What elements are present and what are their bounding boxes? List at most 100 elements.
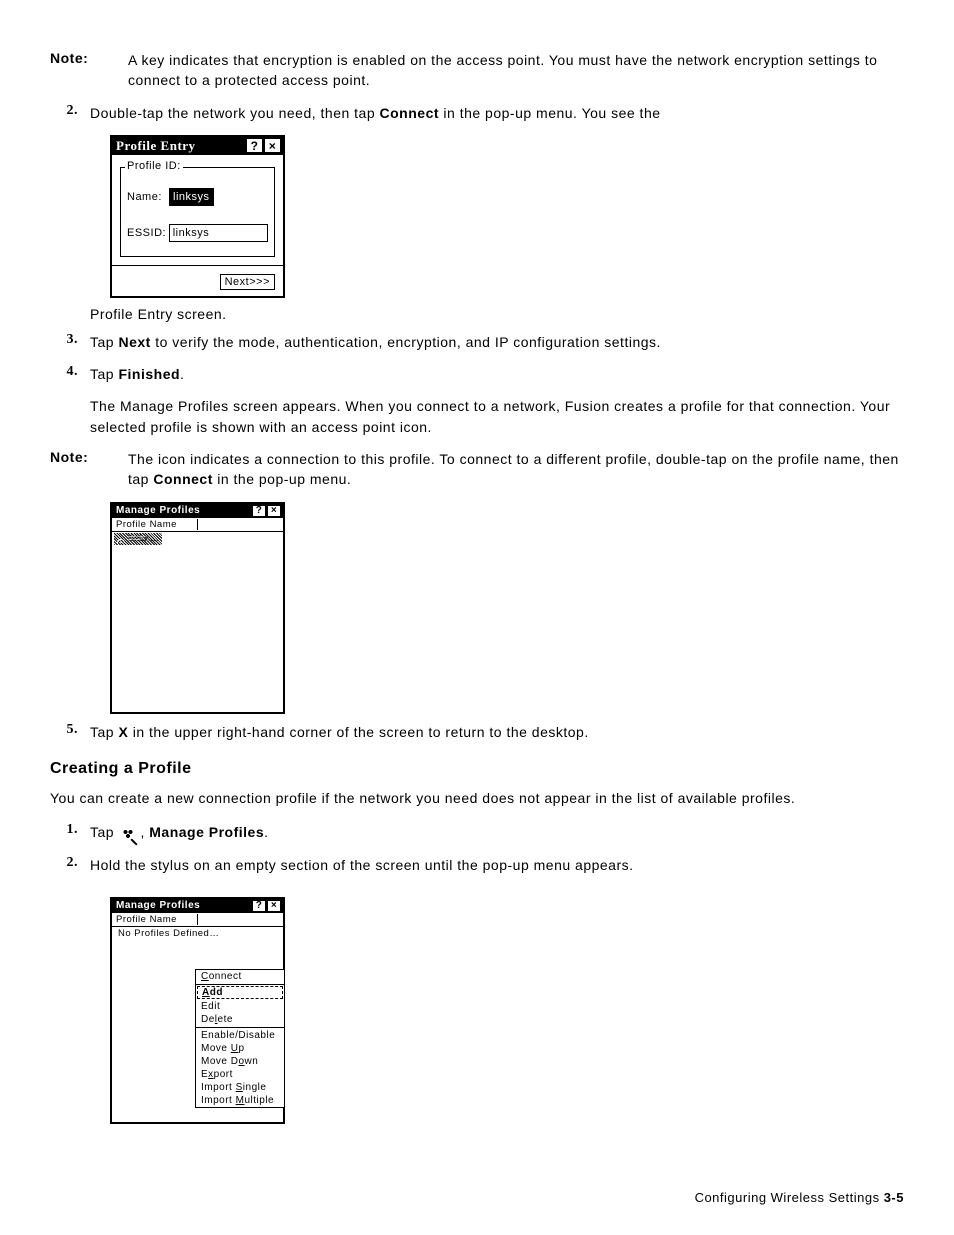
note-label: Note: — [50, 449, 128, 490]
essid-label: ESSID: — [127, 227, 169, 239]
manage-profiles-dialog: Manage Profiles ? × Profile Name links… — [110, 502, 285, 714]
step-3: 3. Tap Next to verify the mode, authenti… — [50, 332, 904, 352]
t: Tap — [90, 366, 118, 382]
t: . — [264, 824, 268, 840]
t: Double-tap the network you need, then ta… — [90, 105, 380, 121]
close-icon[interactable]: × — [267, 900, 281, 912]
menu-add[interactable]: Add — [197, 986, 283, 999]
name-input[interactable]: linksys — [169, 188, 214, 206]
context-menu: Connect Add Edit Delete Enable/Disable M… — [195, 969, 285, 1108]
t: in the pop-up menu. You see the — [439, 105, 661, 121]
profile-id-fieldset: Profile ID: Name: linksys ESSID: linksys — [120, 167, 275, 257]
selected-profile-row[interactable]: links… — [114, 533, 162, 545]
step-text: Tap , Manage Profiles. — [90, 822, 904, 842]
note-encryption: Note: A key indicates that encryption is… — [50, 50, 904, 91]
menu-import-single[interactable]: Import Single — [196, 1081, 284, 1094]
step-5: 5. Tap X in the upper right-hand corner … — [50, 722, 904, 742]
menu-move-down[interactable]: Move Down — [196, 1055, 284, 1068]
profile-name-text: links… — [128, 533, 160, 544]
col-profile-name: Profile Name — [116, 914, 198, 925]
step-text: Tap Finished. — [90, 364, 904, 384]
column-header: Profile Name — [112, 913, 283, 927]
dialog-title: Manage Profiles — [116, 505, 251, 516]
note-label: Note: — [50, 50, 128, 91]
note-text: The icon indicates a connection to this … — [128, 449, 904, 490]
column-header: Profile Name — [112, 518, 283, 532]
figure-manage-profiles-2: Manage Profiles ? × Profile Name No Prof… — [110, 897, 904, 1124]
profile-list[interactable]: links… — [112, 532, 283, 712]
dialog-title: Manage Profiles — [116, 900, 251, 911]
page-number: 3-5 — [884, 1190, 904, 1205]
close-icon[interactable]: × — [267, 505, 281, 517]
essid-input[interactable]: linksys — [169, 224, 268, 242]
dialog-title: Profile Entry — [116, 138, 245, 154]
t: to verify the mode, authentication, encr… — [151, 334, 661, 350]
menu-edit[interactable]: Edit — [196, 1000, 284, 1013]
menu-delete[interactable]: Delete — [196, 1013, 284, 1026]
connect-bold: Connect — [380, 105, 440, 121]
menu-import-multiple[interactable]: Import Multiple — [196, 1094, 284, 1107]
dialog-content: Profile ID: Name: linksys ESSID: linksys — [112, 155, 283, 265]
step-2: 2. Double-tap the network you need, then… — [50, 103, 904, 123]
fieldset-legend: Profile ID: — [125, 160, 183, 172]
titlebar: Manage Profiles ? × — [112, 899, 283, 913]
help-icon[interactable]: ? — [246, 138, 263, 153]
col-profile-name: Profile Name — [116, 519, 198, 530]
titlebar: Profile Entry ? × — [112, 137, 283, 155]
help-icon[interactable]: ? — [252, 900, 266, 912]
step-text: Double-tap the network you need, then ta… — [90, 103, 904, 123]
t: in the upper right-hand corner of the sc… — [128, 724, 588, 740]
close-icon[interactable]: × — [264, 138, 281, 153]
caption-profile-entry: Profile Entry screen. — [90, 306, 904, 322]
create-step-1: 1. Tap , Manage Profiles. — [50, 822, 904, 842]
name-label: Name: — [127, 191, 169, 203]
t: in the pop-up menu. — [213, 471, 351, 487]
step-number: 3. — [50, 332, 90, 352]
step-number: 2. — [50, 855, 90, 875]
help-icon[interactable]: ? — [252, 505, 266, 517]
menu-enable-disable[interactable]: Enable/Disable — [196, 1029, 284, 1042]
figure-manage-profiles-1: Manage Profiles ? × Profile Name links… — [110, 502, 904, 714]
menu-separator — [196, 984, 284, 985]
page-footer: Configuring Wireless Settings 3-5 — [695, 1190, 904, 1205]
note-icon-connection: Note: The icon indicates a connection to… — [50, 449, 904, 490]
t: Tap — [90, 824, 118, 840]
connect-bold: Connect — [153, 471, 213, 487]
step-text: Tap X in the upper right-hand corner of … — [90, 722, 904, 742]
step-4-continuation: The Manage Profiles screen appears. When… — [90, 396, 904, 437]
finished-bold: Finished — [118, 366, 180, 382]
step-number: 2. — [50, 103, 90, 123]
name-row: Name: linksys — [127, 188, 268, 206]
step-text: Tap Next to verify the mode, authenticat… — [90, 332, 904, 352]
profile-entry-dialog: Profile Entry ? × Profile ID: Name: link… — [110, 135, 285, 298]
mt: dd — [210, 987, 223, 998]
menu-separator — [196, 1027, 284, 1028]
footer-text: Configuring Wireless Settings — [695, 1190, 884, 1205]
step-text: Hold the stylus on an empty section of t… — [90, 855, 904, 875]
dialog-footer: Next>>> — [112, 265, 283, 296]
t: Tap — [90, 334, 118, 350]
section-creating-profile: Creating a Profile — [50, 760, 904, 778]
menu-connect[interactable]: Connect — [196, 970, 284, 983]
x-bold: X — [118, 724, 128, 740]
mt: onnect — [209, 971, 242, 982]
wireless-wand-icon — [120, 827, 138, 841]
step-number: 5. — [50, 722, 90, 742]
essid-row: ESSID: linksys — [127, 224, 268, 242]
step-number: 4. — [50, 364, 90, 384]
access-point-icon — [116, 535, 126, 543]
t: , — [140, 824, 149, 840]
menu-export[interactable]: Export — [196, 1068, 284, 1081]
note-text: A key indicates that encryption is enabl… — [128, 50, 904, 91]
empty-list-text: No Profiles Defined… — [112, 927, 283, 940]
step-4: 4. Tap Finished. — [50, 364, 904, 384]
t: . — [180, 366, 184, 382]
figure-profile-entry: Profile Entry ? × Profile ID: Name: link… — [110, 135, 904, 298]
manage-profiles-bold: Manage Profiles — [149, 824, 264, 840]
step-number: 1. — [50, 822, 90, 842]
manage-profiles-dialog-menu: Manage Profiles ? × Profile Name No Prof… — [110, 897, 285, 1124]
profile-list[interactable]: No Profiles Defined… Connect Add Edit De… — [112, 927, 283, 1122]
menu-move-up[interactable]: Move Up — [196, 1042, 284, 1055]
create-step-2: 2. Hold the stylus on an empty section o… — [50, 855, 904, 875]
next-button[interactable]: Next>>> — [220, 274, 275, 290]
